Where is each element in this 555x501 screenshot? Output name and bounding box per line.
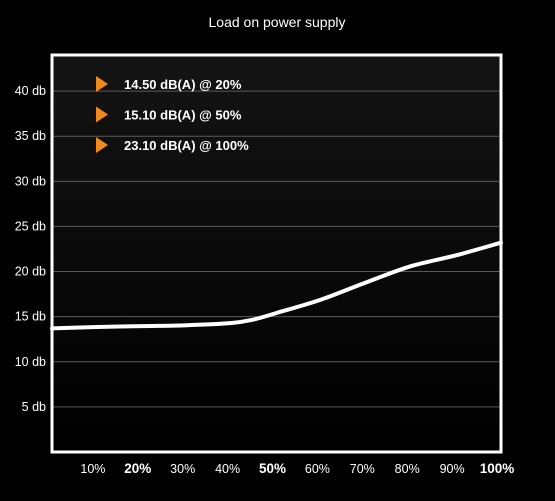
annotation-label: 23.10 dB(A) @ 100% [124, 138, 249, 153]
y-tick-label: 25 db [15, 219, 46, 233]
orange-triangle-icon [96, 106, 108, 123]
annotation-item: 15.10 dB(A) @ 50% [96, 106, 242, 123]
x-tick-label: 50% [259, 461, 286, 476]
x-tick-label: 70% [350, 462, 375, 476]
annotation-legend: 14.50 dB(A) @ 20% 15.10 dB(A) @ 50% 23.10 … [96, 76, 249, 153]
x-tick-label: 100% [480, 461, 515, 476]
y-axis-ticks: 5 db 10 db 15 db 20 db 25 db 30 db 35 db 40 db [15, 84, 46, 414]
y-tick-label: 35 db [15, 129, 46, 143]
x-tick-label: 60% [305, 462, 330, 476]
y-tick-label: 10 db [15, 355, 46, 369]
x-tick-label: 80% [395, 462, 420, 476]
plot-border [50, 53, 503, 454]
annotation-item: 14.50 dB(A) @ 20% [96, 76, 242, 92]
annotation-label: 15.10 dB(A) @ 50% [124, 108, 242, 123]
series-layer [50, 240, 503, 331]
x-tick-label: 20% [124, 461, 151, 476]
x-tick-label: 30% [170, 462, 195, 476]
x-tick-label: 40% [215, 462, 240, 476]
y-tick-label: 30 db [15, 174, 46, 188]
x-tick-label: 90% [440, 462, 465, 476]
orange-triangle-icon [96, 76, 108, 92]
y-tick-label: 40 db [15, 84, 46, 98]
plot-area [52, 55, 501, 452]
x-tick-label: 10% [80, 462, 105, 476]
noise-curve [50, 240, 503, 331]
orange-triangle-icon [96, 137, 108, 153]
y-tick-label: 20 db [15, 265, 46, 279]
y-tick-label: 15 db [15, 310, 46, 324]
annotation-item: 23.10 dB(A) @ 100% [96, 137, 249, 153]
gridlines [52, 90, 501, 408]
annotation-label: 14.50 dB(A) @ 20% [124, 77, 242, 92]
y-tick-label: 5 db [22, 400, 46, 414]
chart-title: Load on power supply [209, 14, 346, 30]
x-axis-ticks: 10% 20% 30% 40% 50% 60% 70% 80% 90% 100% [80, 461, 514, 476]
